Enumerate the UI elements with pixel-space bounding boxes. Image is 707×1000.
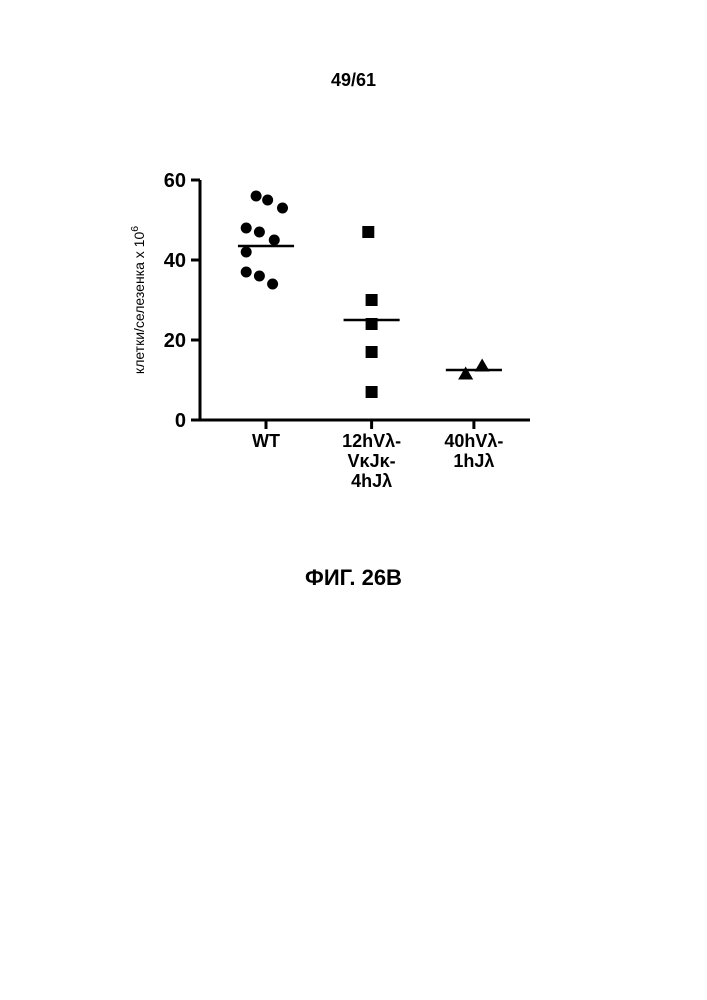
data-point — [269, 235, 280, 246]
data-point — [262, 195, 273, 206]
data-point — [254, 271, 265, 282]
data-point — [251, 191, 262, 202]
data-point — [366, 318, 378, 330]
data-point — [366, 346, 378, 358]
data-point — [366, 294, 378, 306]
x-tick-label: WT — [252, 431, 280, 451]
y-tick-label: 40 — [164, 250, 186, 272]
data-point — [241, 267, 252, 278]
y-tick-label: 60 — [164, 170, 186, 192]
chart-svg: 0 20 40 60 клетки/селезенка x 106 WT 12hVλ-VκJ… — [130, 170, 560, 550]
y-axis-label: клетки/селезенка x 106 — [130, 226, 147, 374]
data-point — [277, 203, 288, 214]
x-tick-label: 4hJλ — [351, 471, 392, 491]
data-point — [241, 223, 252, 234]
x-tick-label: 12hVλ- — [342, 431, 401, 451]
chart-background — [130, 170, 560, 550]
scatter-chart: 0 20 40 60 клетки/селезенка x 106 WT 12hVλ-VκJ… — [130, 170, 560, 550]
data-point — [267, 279, 278, 290]
x-tick-label: 1hJλ — [453, 451, 494, 471]
data-point — [366, 386, 378, 398]
y-tick-label: 0 — [175, 410, 186, 432]
page-number: 49/61 — [0, 70, 707, 91]
x-tick-label: VκJκ- — [348, 451, 396, 471]
data-point — [254, 227, 265, 238]
data-point — [241, 247, 252, 258]
x-tick-label: 40hVλ- — [444, 431, 503, 451]
figure-caption: ФИГ. 26B — [0, 565, 707, 591]
data-point — [362, 226, 374, 238]
y-tick-label: 20 — [164, 330, 186, 352]
